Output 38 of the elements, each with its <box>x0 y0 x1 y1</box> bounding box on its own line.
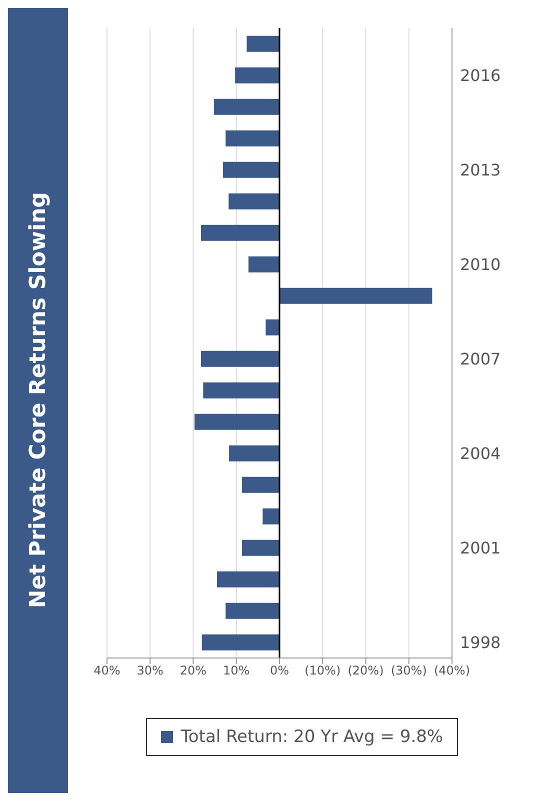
bar <box>226 602 280 619</box>
x-tick-label: 0% <box>270 664 290 678</box>
bar <box>201 224 280 241</box>
y-tick-label: 2016 <box>460 66 501 85</box>
bar <box>266 319 280 336</box>
x-tick-label: 30% <box>136 664 164 678</box>
legend-label: Total Return: 20 Yr Avg = 9.8% <box>180 727 444 747</box>
bar <box>242 476 280 493</box>
bar <box>194 414 280 430</box>
bar <box>262 508 280 524</box>
y-tick-label: 2013 <box>460 160 501 180</box>
x-tick-label: (10%) <box>304 664 341 678</box>
x-tick-label: (30%) <box>390 664 427 678</box>
bar <box>202 634 280 650</box>
x-tick-label: (40%) <box>434 664 470 678</box>
bar <box>229 445 280 462</box>
bar <box>228 193 280 210</box>
y-tick-label: 2001 <box>460 538 501 558</box>
bar <box>223 162 280 178</box>
x-tick-label: 10% <box>223 664 250 678</box>
y-tick-label: 2007 <box>460 349 501 368</box>
bar <box>203 382 280 398</box>
bar <box>214 98 280 115</box>
bar <box>246 36 280 52</box>
bar <box>280 288 432 304</box>
bar <box>226 130 280 146</box>
text: Net Private Core Returns Slowing <box>26 192 50 609</box>
y-tick-label: 1998 <box>460 632 501 652</box>
x-tick-label: 40% <box>94 664 120 678</box>
bar <box>248 256 280 272</box>
bar <box>242 540 280 556</box>
bar <box>235 67 280 84</box>
y-tick-label: 2010 <box>460 254 501 274</box>
y-tick-label: 2004 <box>460 444 501 463</box>
bar <box>201 350 280 367</box>
bar <box>216 571 280 588</box>
x-tick-label: 20% <box>180 664 207 678</box>
x-tick-label: (20%) <box>348 664 384 678</box>
